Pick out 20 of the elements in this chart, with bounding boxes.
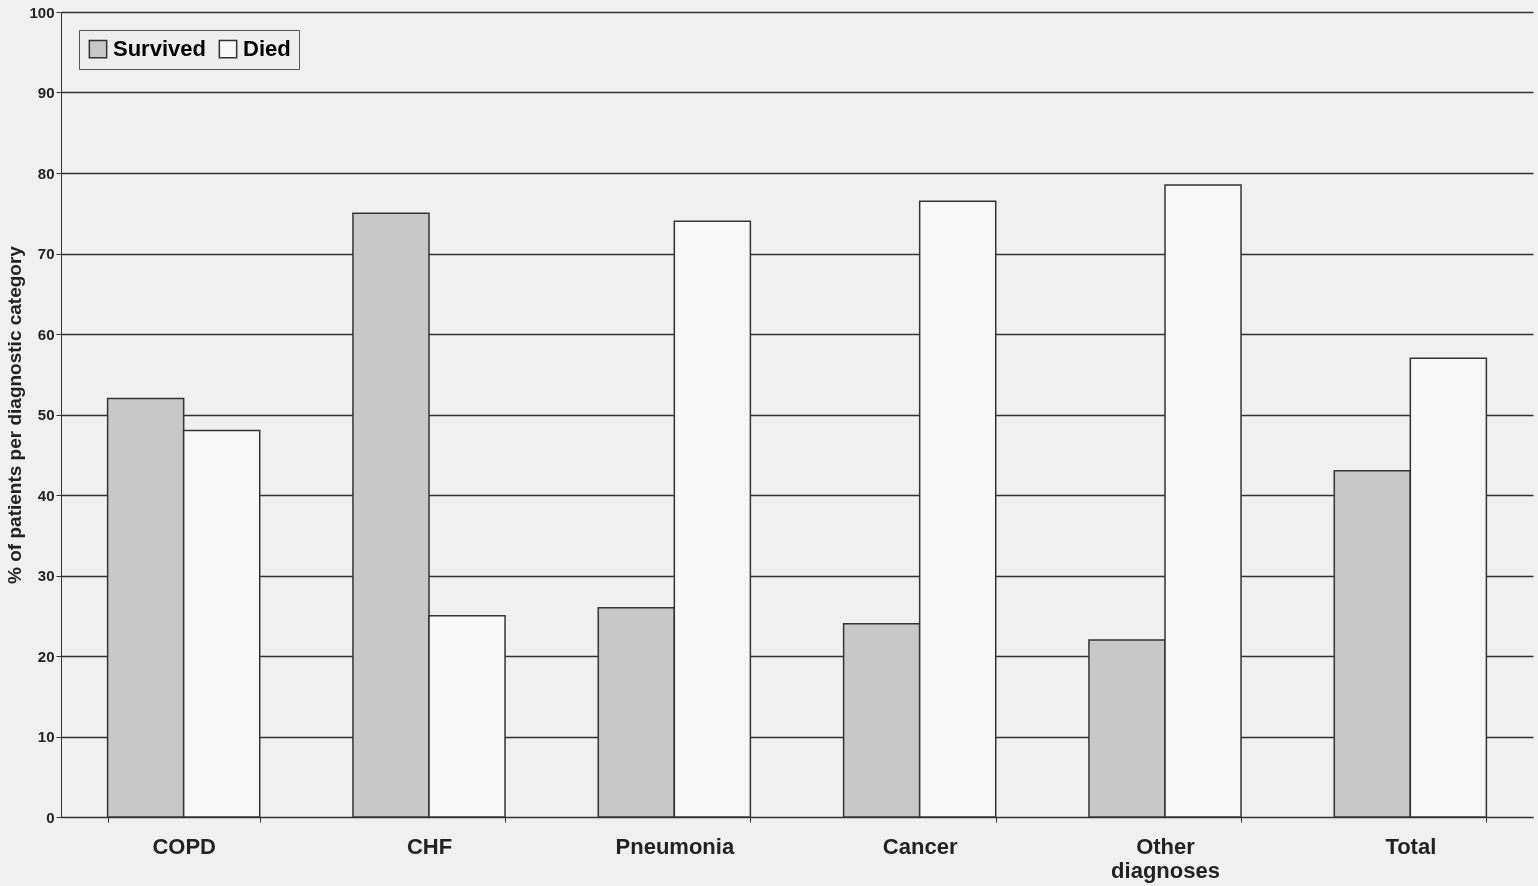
x-tick-label: Total: [1385, 833, 1437, 859]
y-tick-label: 90: [37, 84, 55, 101]
y-tick-label: 20: [37, 647, 55, 665]
x-tick-label: Other diagnoses: [1111, 833, 1220, 883]
y-tick-label: 50: [37, 406, 55, 423]
x-tick-label: COPD: [152, 833, 216, 859]
y-tick-label: 70: [37, 245, 55, 262]
y-tick-label: 40: [37, 486, 55, 504]
x-tick-label: CHF: [406, 833, 453, 859]
x-tick-label: Pneumonia: [615, 833, 735, 859]
y-tick-label: 80: [37, 164, 55, 182]
y-tick-label: 10: [37, 728, 55, 745]
y-tick-label: 0: [46, 808, 55, 826]
legend-label: Died: [243, 36, 291, 62]
x-tick-label: Cancer: [882, 833, 958, 859]
y-axis-title: % of patients per diagnostic category: [4, 245, 26, 584]
y-tick-label: 30: [37, 567, 55, 584]
y-tick-label: 100: [29, 3, 55, 21]
legend-label: Survived: [113, 36, 206, 62]
y-tick-label: 60: [37, 325, 55, 343]
